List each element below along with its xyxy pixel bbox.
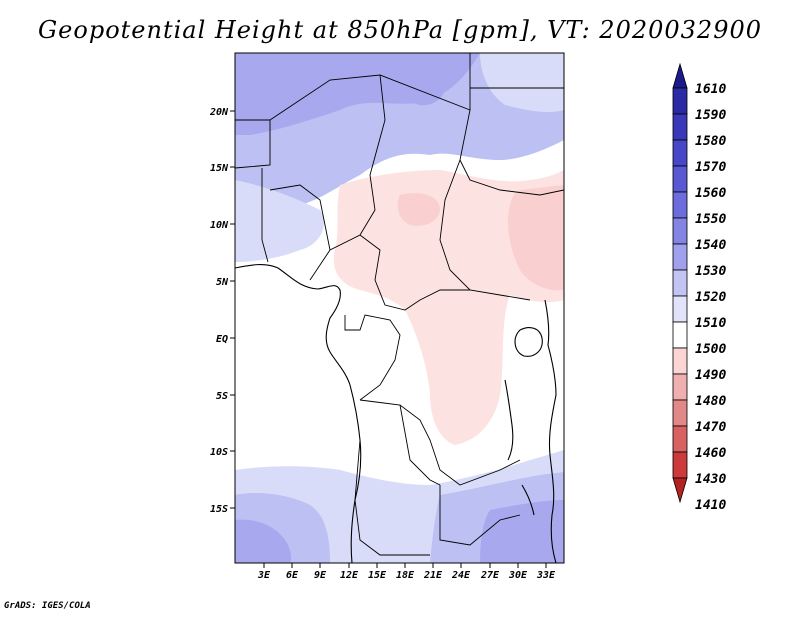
colorbar-label: 1500 (695, 342, 726, 357)
central-red-core (508, 185, 564, 291)
north-east-light (480, 53, 564, 113)
south-east-deep-blue (480, 500, 564, 563)
border-east-2 (459, 159, 564, 196)
border-central-2 (359, 234, 470, 311)
lat-label: 5S (216, 391, 228, 402)
lat-label: 10N (210, 220, 229, 231)
lake-malawi (521, 484, 535, 516)
colorbar-swatch (672, 165, 688, 193)
border-west-1 (261, 168, 269, 263)
central-red-region (333, 170, 564, 445)
border-central-3 (344, 314, 401, 401)
lon-label: 6E (286, 570, 299, 581)
border-north-1 (235, 119, 271, 169)
colorbar-swatch (672, 451, 688, 479)
colorbar-swatch (672, 269, 688, 297)
colorbar-label: 1530 (695, 264, 726, 279)
lon-label: 33E (536, 570, 556, 581)
lat-label: 15N (210, 163, 229, 174)
colorbar-label: 1540 (695, 238, 726, 253)
lake-tanganyika (504, 379, 514, 461)
colorbar-swatch (672, 87, 688, 115)
colorbar-swatch (672, 399, 688, 427)
colorbar-swatch (672, 295, 688, 323)
lon-label: 30E (508, 570, 528, 581)
lat-label: 20N (209, 107, 229, 118)
lon-axis: 3E 6E 9E 12E 15E 18E 21E 24E 27E 30E 33E (257, 563, 556, 581)
colorbar-swatch (672, 321, 688, 349)
colorbar-swatch (672, 347, 688, 375)
country-borders (235, 53, 564, 556)
colorbar-top-arrow (672, 62, 688, 89)
lon-label: 18E (396, 570, 415, 581)
colorbar-swatch (672, 139, 688, 167)
border-central-1 (309, 174, 376, 281)
border-north-3 (379, 74, 531, 301)
lat-label: 10S (210, 447, 228, 458)
colorbar-swatch (672, 243, 688, 271)
border-south-2 (354, 439, 430, 556)
south-deep-blue (235, 519, 292, 563)
colorbar-swatch (672, 373, 688, 401)
lon-label: 9E (314, 570, 327, 581)
map-frame (234, 52, 565, 564)
colorbar-bottom-arrow (672, 477, 688, 504)
colorbar-label: 1520 (695, 290, 726, 305)
lat-axis: 20N 15N 10N 5N EQ 5S 10S 15S (209, 107, 235, 515)
colorbar-swatch (672, 425, 688, 453)
colorbar-label: 1430 (695, 472, 726, 487)
east-africa-coast (544, 299, 557, 563)
lat-label: 5N (216, 277, 229, 288)
lon-label: 15E (368, 570, 387, 581)
lon-label: 24E (451, 570, 471, 581)
colorbar-label: 1590 (695, 108, 726, 123)
colorbar-label: 1550 (695, 212, 726, 227)
grads-credit: GrADS: IGES/COLA (4, 601, 91, 611)
map-field (235, 53, 564, 563)
colorbar-label: 1410 (695, 498, 726, 513)
colorbar-label: 1510 (695, 316, 726, 331)
colorbar-swatch (672, 113, 688, 141)
colorbar-label: 1560 (695, 186, 726, 201)
border-south-4 (439, 485, 521, 546)
lon-label: 12E (340, 570, 359, 581)
colorbar-label: 1610 (695, 82, 726, 97)
coastlines (235, 264, 557, 563)
colorbar-swatch (672, 217, 688, 245)
map-title: Geopotential Height at 850hPa [gpm], VT:… (38, 16, 762, 44)
atlantic-area (235, 264, 350, 462)
border-south-3 (399, 404, 441, 486)
colorbar: 1610 1590 1580 1570 1560 1550 1540 1530 1520 1510… (672, 62, 726, 513)
lake-victoria (514, 327, 543, 357)
north-east-blue (402, 64, 446, 106)
lon-label: 21E (423, 570, 443, 581)
west-blue-region (235, 180, 324, 262)
colorbar-swatch (672, 191, 688, 219)
lon-label: 27E (480, 570, 500, 581)
central-red-patch (397, 193, 440, 226)
colorbar-label: 1460 (695, 446, 726, 461)
colorbar-label: 1470 (695, 420, 726, 435)
border-south-1 (359, 399, 521, 486)
colorbar-label: 1580 (695, 134, 726, 149)
colorbar-label: 1480 (695, 394, 726, 409)
lat-label: 15S (210, 504, 228, 515)
lat-label: EQ (216, 334, 228, 345)
colorbar-label: 1490 (695, 368, 726, 383)
west-africa-coast (235, 264, 362, 563)
colorbar-label: 1570 (695, 160, 726, 175)
border-west-2 (269, 184, 331, 251)
lon-label: 3E (257, 570, 271, 581)
